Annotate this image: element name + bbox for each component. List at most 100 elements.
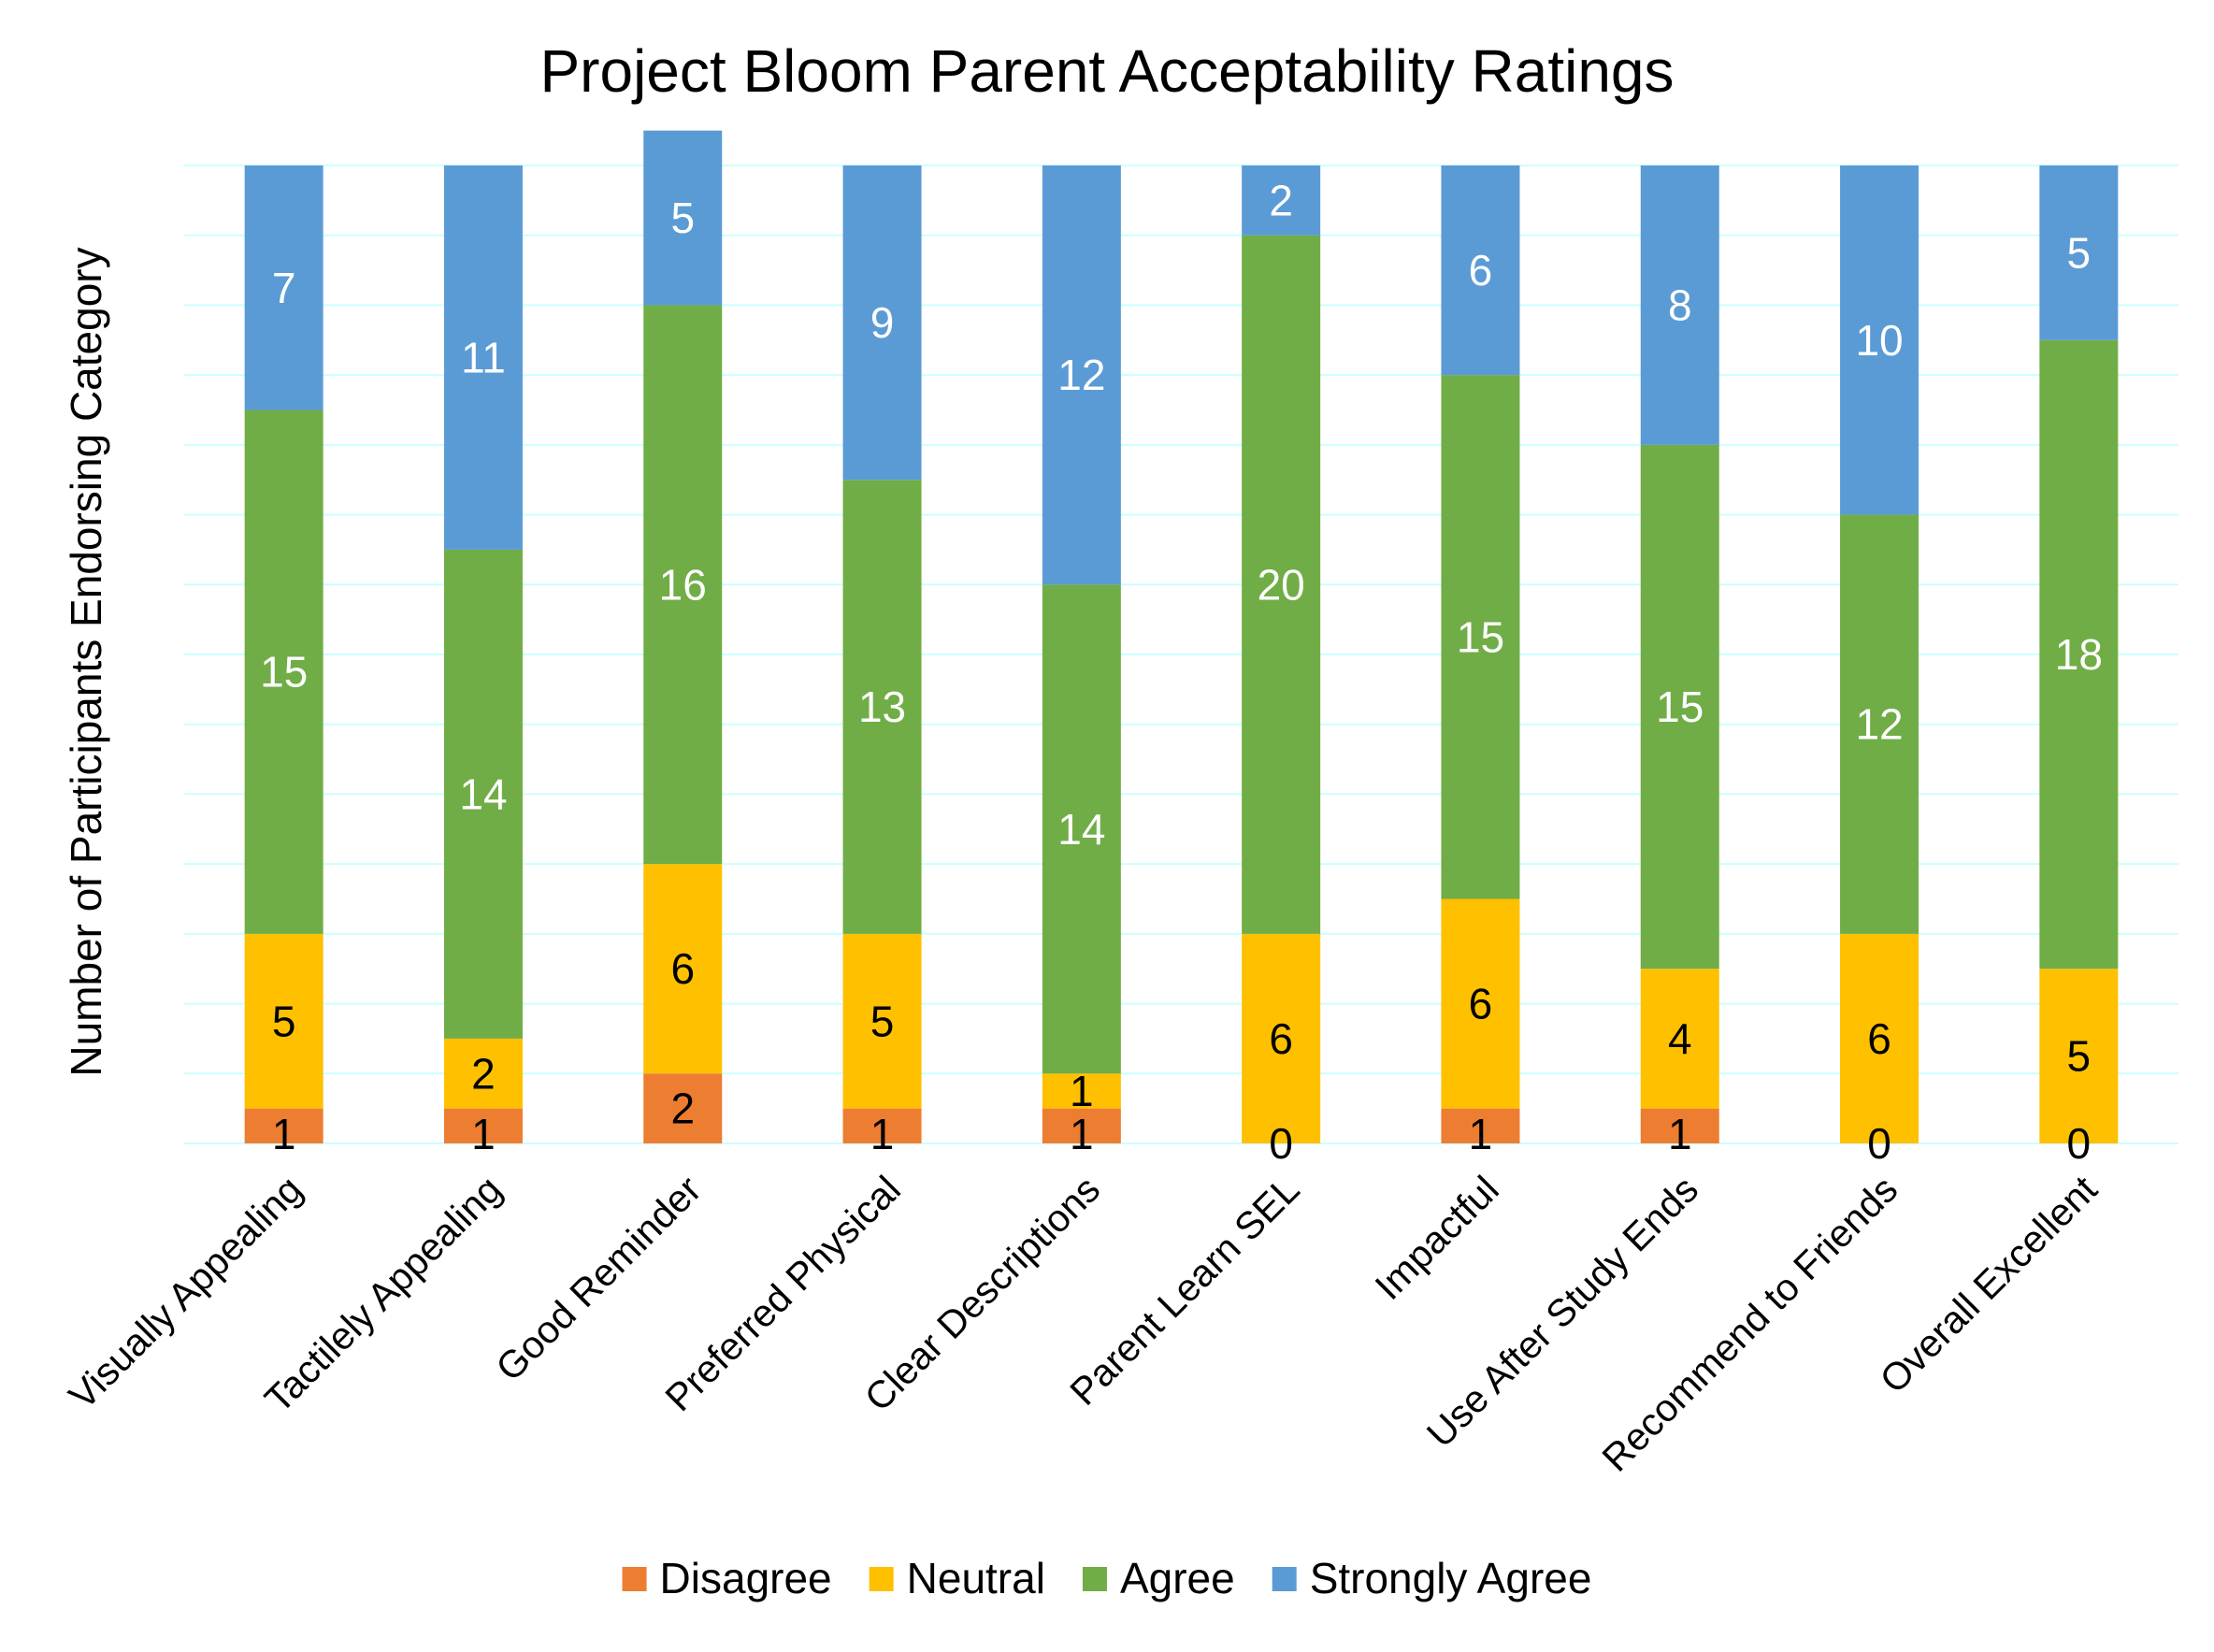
legend-item: Agree — [1082, 1554, 1235, 1602]
legend-item: Disagree — [622, 1554, 832, 1602]
bar-segment — [1042, 1073, 1121, 1109]
data-label: 0 — [1867, 1119, 1891, 1168]
y-axis-label: Number of Participants Endorsing Categor… — [62, 247, 110, 1076]
bar-segment — [443, 1038, 523, 1109]
data-label: 14 — [459, 769, 507, 818]
bar-segment — [643, 1073, 723, 1143]
legend-item: Neutral — [869, 1554, 1045, 1602]
data-label: 12 — [1855, 700, 1903, 749]
x-tick-label: Impactful — [1367, 1168, 1507, 1308]
bar-segment — [842, 480, 922, 934]
x-tick-label: Good Reminder — [487, 1168, 709, 1389]
data-label: 1 — [1070, 1067, 1094, 1115]
bar-segment — [443, 549, 523, 1039]
data-label: 1 — [1668, 1110, 1692, 1158]
data-label: 0 — [1269, 1119, 1293, 1168]
data-label: 4 — [1668, 1014, 1692, 1063]
legend-swatch — [869, 1567, 894, 1591]
data-label: 5 — [2067, 1032, 2092, 1081]
bar-segment — [643, 305, 723, 865]
data-label: 16 — [659, 560, 707, 609]
bar-segment — [1640, 969, 1719, 1109]
bar-segment — [643, 864, 723, 1074]
bar-segment — [1640, 165, 1719, 445]
bar-segment — [244, 409, 323, 934]
chart-title: Project Bloom Parent Acceptability Ratin… — [539, 37, 1674, 105]
bar-segment — [842, 933, 922, 1109]
data-label: 5 — [2067, 228, 2092, 277]
data-label: 12 — [1057, 351, 1105, 399]
bar-segment — [1242, 165, 1321, 236]
data-label: 8 — [1668, 280, 1692, 329]
bar-segment — [244, 165, 323, 410]
data-label: 5 — [870, 997, 895, 1045]
bar-segment — [643, 130, 723, 306]
bar-segment — [1441, 898, 1520, 1109]
legend-swatch — [1272, 1567, 1297, 1591]
data-label: 0 — [2067, 1119, 2092, 1168]
legend: Disagree Neutral Agree Strongly Agree — [622, 1554, 1592, 1602]
bar-segment — [1242, 933, 1321, 1143]
bar-segment — [2039, 969, 2119, 1143]
bar-segment — [1840, 933, 1919, 1143]
bar-segment — [1640, 444, 1719, 970]
data-label: 13 — [858, 682, 906, 731]
bar-segment — [2039, 339, 2119, 970]
data-label: 18 — [2055, 630, 2103, 679]
bar-segment — [1042, 584, 1121, 1074]
data-label: 15 — [1457, 612, 1504, 661]
bar-segment — [1640, 1108, 1719, 1143]
data-label: 9 — [870, 298, 895, 347]
bar-segment — [1042, 165, 1121, 585]
data-label: 20 — [1258, 560, 1305, 609]
bar-segment — [1441, 1108, 1520, 1143]
data-label: 11 — [461, 333, 506, 381]
data-label: 1 — [471, 1110, 496, 1158]
bar-segment — [244, 933, 323, 1109]
bar-segment — [443, 1108, 523, 1143]
bar-segment — [1441, 375, 1520, 899]
data-label: 2 — [471, 1049, 496, 1098]
data-label: 1 — [1070, 1110, 1094, 1158]
data-label: 1 — [1469, 1110, 1493, 1158]
bar-segment — [842, 165, 922, 481]
data-label: 7 — [272, 264, 296, 312]
legend-item: Strongly Agree — [1272, 1554, 1592, 1602]
bar-segment — [1840, 165, 1919, 515]
bar-segment — [2039, 165, 2119, 340]
bar-segment — [443, 165, 523, 550]
data-label: 2 — [670, 1085, 695, 1133]
data-label: 1 — [870, 1110, 895, 1158]
data-label: 1 — [272, 1110, 296, 1158]
data-label: 6 — [670, 944, 695, 993]
legend-label: Agree — [1120, 1554, 1235, 1602]
data-label: 5 — [272, 997, 296, 1045]
data-labels: 1515712141126165151391114120620216156141… — [260, 176, 2103, 1168]
legend-swatch — [1082, 1567, 1107, 1591]
x-tick-label: Overall Excellent — [1872, 1167, 2106, 1401]
legend-label: Strongly Agree — [1310, 1554, 1592, 1602]
bar-segment — [842, 1108, 922, 1143]
legend-swatch — [622, 1567, 647, 1591]
bar-segment — [1042, 1108, 1121, 1143]
bars — [244, 130, 2119, 1143]
bar-segment — [1840, 514, 1919, 934]
data-label: 2 — [1269, 176, 1293, 224]
bar-segment — [1242, 235, 1321, 934]
data-label: 6 — [1867, 1014, 1891, 1063]
data-label: 6 — [1269, 1014, 1293, 1063]
bar-segment — [1441, 165, 1520, 376]
data-label: 5 — [670, 194, 695, 242]
bar-segment — [244, 1108, 323, 1143]
data-label: 14 — [1057, 805, 1105, 854]
data-label: 15 — [1656, 682, 1704, 731]
legend-label: Neutral — [907, 1554, 1045, 1602]
data-label: 6 — [1469, 980, 1493, 1028]
data-label: 6 — [1469, 246, 1493, 294]
data-label: 15 — [260, 648, 308, 697]
data-label: 10 — [1855, 316, 1903, 365]
legend-label: Disagree — [660, 1554, 832, 1602]
